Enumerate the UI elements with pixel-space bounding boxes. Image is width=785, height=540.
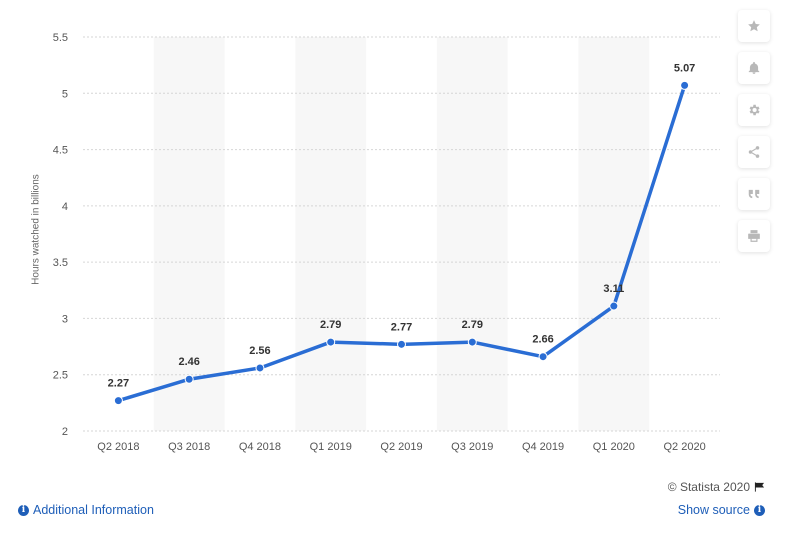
quote-icon	[748, 189, 760, 199]
x-axis-ticks: Q2 2018 Q3 2018 Q4 2018 Q1 2019 Q2 2019 Q3 20…	[97, 441, 705, 453]
data-label: 2.27	[108, 378, 129, 390]
data-label: 2.77	[391, 321, 412, 333]
x-tick-label: Q4 2019	[522, 441, 564, 453]
background-band	[436, 37, 508, 431]
background-bands	[153, 37, 650, 431]
data-point	[538, 352, 548, 362]
data-point	[184, 374, 194, 384]
data-label: 2.66	[532, 334, 553, 346]
x-tick-label: Q2 2020	[664, 441, 706, 453]
data-label: 3.11	[603, 283, 624, 295]
additional-information-link[interactable]: i Additional Information	[18, 503, 154, 517]
favorite-button[interactable]	[738, 10, 770, 42]
additional-information-label: Additional Information	[33, 503, 154, 517]
data-point	[113, 396, 123, 406]
x-tick-label: Q3 2018	[168, 441, 210, 453]
background-band	[153, 37, 225, 431]
gear-icon	[749, 104, 760, 116]
show-source-link[interactable]: Show source i	[678, 503, 765, 517]
data-label: 2.46	[178, 356, 199, 368]
y-axis-label: Hours watched in billions	[30, 174, 42, 285]
x-tick-label: Q2 2019	[380, 441, 422, 453]
x-tick-label: Q3 2019	[451, 441, 493, 453]
copyright-notice: © Statista 2020	[668, 480, 765, 494]
y-tick-label: 5	[62, 88, 68, 100]
print-button[interactable]	[738, 220, 770, 252]
y-tick-label: 2.5	[53, 370, 68, 382]
data-label: 2.79	[320, 319, 341, 331]
data-label: 2.79	[462, 319, 483, 331]
data-point	[326, 337, 336, 347]
chart-toolbar	[738, 10, 770, 262]
y-tick-label: 3.5	[53, 257, 68, 269]
y-axis-ticks: 2 2.5 3 3.5 4 4.5 5 5.5	[53, 32, 68, 438]
y-tick-label: 4	[62, 201, 68, 213]
share-icon	[748, 146, 760, 158]
x-tick-label: Q1 2019	[310, 441, 352, 453]
show-source-label: Show source	[677, 503, 750, 517]
data-point	[467, 337, 477, 347]
data-label: 2.56	[249, 345, 270, 357]
star-icon	[748, 20, 760, 32]
x-tick-label: Q4 2018	[239, 441, 281, 453]
data-point	[680, 80, 690, 90]
data-labels: 2.27 2.46 2.56 2.79 2.77 2.79 2.66 3.11 5.07	[108, 62, 696, 389]
data-points	[113, 80, 690, 406]
data-point	[609, 301, 619, 311]
y-tick-label: 3	[62, 313, 68, 325]
y-tick-label: 5.5	[53, 32, 68, 44]
notification-button[interactable]	[738, 52, 770, 84]
x-tick-label: Q2 2018	[97, 441, 139, 453]
info-icon: i	[754, 504, 765, 516]
copyright-text: © Statista 2020	[667, 480, 750, 494]
data-label: 5.07	[674, 62, 695, 74]
flag-icon[interactable]	[754, 482, 765, 492]
settings-button[interactable]	[738, 94, 770, 126]
y-tick-label: 4.5	[53, 145, 68, 157]
x-tick-label: Q1 2020	[593, 441, 635, 453]
background-band	[295, 37, 367, 431]
data-point	[255, 363, 265, 373]
print-icon	[748, 230, 760, 242]
share-button[interactable]	[738, 136, 770, 168]
bell-icon	[748, 61, 760, 74]
cite-button[interactable]	[738, 178, 770, 210]
data-point	[397, 339, 406, 349]
info-icon: i	[18, 504, 29, 516]
y-tick-label: 2	[62, 426, 68, 438]
